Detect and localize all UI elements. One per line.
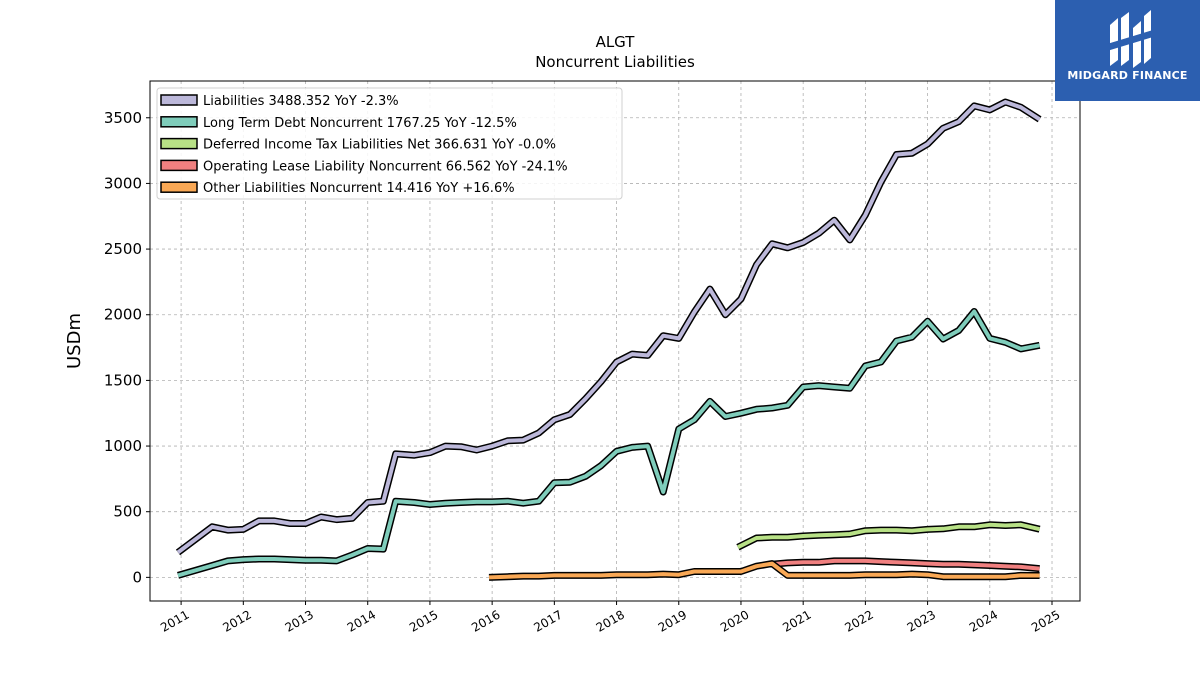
- legend-swatch: [160, 116, 198, 128]
- y-tick-label: 2500: [104, 240, 142, 258]
- series-line-outline: [177, 308, 1041, 579]
- series-line-5: [488, 561, 1040, 580]
- logo-mark-icon: [1107, 10, 1153, 68]
- plot-frame: [149, 80, 1081, 602]
- legend-box: [156, 87, 623, 200]
- legend-label: Long Term Debt Noncurrent 1767.25 YoY -1…: [203, 116, 517, 131]
- y-axis-label: USDm: [64, 313, 85, 369]
- chart-subtitle: Noncurrent Liabilities: [535, 53, 695, 71]
- legend-label: Operating Lease Liability Noncurrent 66.…: [203, 159, 568, 174]
- logo-text: MIDGARD FINANCE: [1067, 69, 1188, 82]
- legend-label: Deferred Income Tax Liabilities Net 366.…: [203, 138, 556, 153]
- y-tick-label: 1000: [104, 437, 142, 455]
- x-tick-label: 2025: [1029, 607, 1062, 634]
- x-tick-label: 2012: [220, 607, 253, 634]
- y-tick-label: 0: [132, 568, 142, 586]
- legend-swatch: [160, 159, 198, 172]
- series-line-2: [177, 309, 1040, 578]
- x-axis: 2011 2012 2013 2014 2015 2016 2017 2018 2019 2020…: [158, 601, 1063, 635]
- x-tick-label: 2024: [967, 607, 1000, 634]
- legend-swatch: [160, 181, 198, 193]
- legend-label: Liabilities 3488.352 YoY -2.3%: [203, 94, 399, 109]
- series-line-4: [771, 558, 1040, 571]
- brand-logo: MIDGARD FINANCE: [1055, 0, 1200, 101]
- series-lines: [175, 98, 1042, 581]
- x-tick-label: 2023: [905, 607, 938, 634]
- x-tick-label: 2011: [158, 607, 191, 634]
- y-tick-label: 3000: [104, 174, 142, 192]
- legend-swatch: [160, 137, 198, 150]
- legend-label: Other Liabilities Noncurrent 14.416 YoY …: [203, 181, 515, 196]
- series-line-1: [176, 100, 1041, 555]
- legend: Liabilities 3488.352 YoY -2.3% Long Term …: [156, 87, 623, 200]
- x-tick-label: 2020: [718, 607, 751, 634]
- x-tick-label: 2022: [842, 607, 875, 634]
- series-line-3: [737, 522, 1041, 549]
- y-tick-label: 1500: [104, 371, 142, 389]
- chart-title: ALGT: [596, 33, 636, 51]
- y-tick-label: 500: [113, 503, 142, 521]
- x-tick-label: 2014: [345, 607, 378, 634]
- x-tick-label: 2015: [407, 607, 440, 634]
- x-tick-label: 2017: [531, 607, 564, 634]
- x-tick-label: 2021: [780, 607, 813, 634]
- y-tick-label: 3500: [104, 109, 142, 127]
- y-tick-label: 2000: [104, 306, 142, 324]
- x-tick-label: 2016: [469, 607, 502, 634]
- legend-swatch: [160, 94, 198, 106]
- x-tick-label: 2013: [283, 607, 316, 634]
- x-tick-label: 2018: [594, 607, 627, 634]
- x-tick-label: 2019: [656, 607, 689, 634]
- y-axis: 0 500 1000 1500 2000 2500 3000 3500: [104, 109, 150, 586]
